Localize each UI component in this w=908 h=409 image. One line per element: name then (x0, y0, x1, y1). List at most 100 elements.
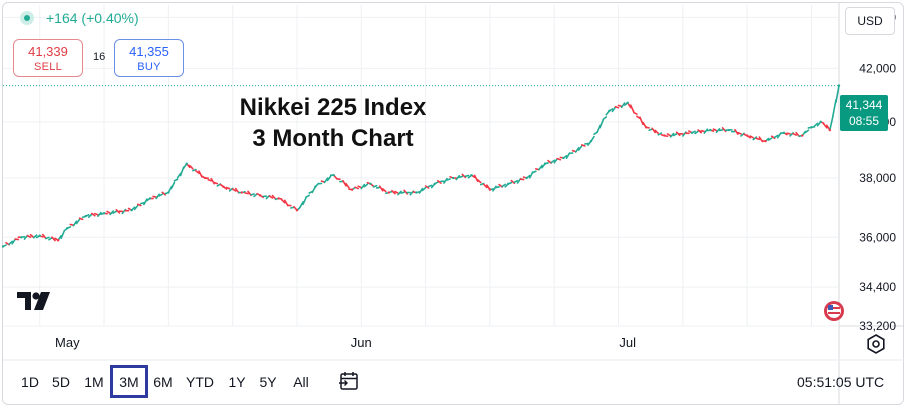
price-segment (421, 186, 427, 192)
timeframe-1m[interactable]: 1M (84, 374, 104, 390)
price-segment (192, 168, 197, 172)
price-point (745, 134, 749, 137)
price-segment (565, 152, 571, 160)
price-segment (538, 164, 543, 171)
quote-header: +164 (+0.40%) (20, 10, 139, 26)
price-segment (48, 237, 53, 241)
price-segment (26, 234, 32, 238)
timeframe-3m[interactable]: 3M (110, 365, 148, 398)
price-segment (133, 204, 139, 211)
price-segment (577, 145, 583, 151)
price-point (102, 211, 106, 215)
price-segment (109, 210, 115, 216)
price-segment (45, 236, 50, 240)
timeframe-5d[interactable]: 5D (52, 374, 70, 390)
y-tick-label: 36,000 (859, 230, 896, 244)
price-segment (633, 111, 638, 115)
price-segment (372, 184, 378, 188)
price-segment (427, 184, 433, 188)
price-segment (767, 137, 773, 141)
price-segment (458, 175, 464, 179)
y-tick-label: 38,000 (859, 171, 896, 185)
price-segment (87, 213, 93, 219)
price-segment (326, 175, 332, 182)
price-segment (822, 123, 828, 129)
timeframe-all[interactable]: All (293, 374, 309, 390)
price-segment (345, 182, 350, 189)
buy-button[interactable]: 41,355 BUY (114, 39, 184, 77)
price-segment (161, 191, 167, 196)
price-segment (207, 178, 213, 182)
price-segment (620, 102, 626, 109)
price-point (810, 126, 813, 129)
price-segment (675, 131, 681, 137)
price-segment (394, 190, 399, 194)
price-point (84, 214, 87, 218)
time-axis: May Jun Jul (55, 335, 636, 350)
price-segment (244, 192, 249, 195)
price-segment (648, 128, 654, 132)
price-segment (11, 238, 17, 245)
timeframe-ytd[interactable]: YTD (186, 374, 214, 390)
price-point (56, 239, 60, 242)
price-point (433, 182, 436, 186)
timeframe-1y[interactable]: 1Y (228, 374, 246, 390)
settings-gear-icon[interactable] (866, 334, 886, 354)
price-point (626, 101, 629, 105)
price-point (470, 173, 473, 177)
price-segment (378, 185, 384, 192)
price-segment (78, 217, 84, 221)
tradingview-logo-icon[interactable] (17, 292, 53, 310)
price-segment (188, 164, 194, 170)
price-segment (553, 157, 559, 164)
sell-button[interactable]: 41,339 SELL (13, 39, 83, 77)
price-point (130, 209, 133, 212)
price-segment (397, 190, 402, 196)
y-tick-label: 33,200 (859, 319, 896, 333)
price-segment (752, 136, 758, 141)
price-segment (666, 133, 672, 137)
timeframe-6m[interactable]: 6M (153, 374, 173, 390)
price-segment (596, 124, 601, 134)
last-price-value: 41,344 (845, 98, 883, 112)
price-segment (712, 128, 718, 132)
price-point (488, 188, 492, 191)
price-segment (813, 122, 819, 127)
price-segment (734, 128, 739, 135)
flag-icon[interactable] (823, 300, 845, 322)
timeframe-5y[interactable]: 5Y (259, 374, 277, 390)
price-segment (476, 179, 482, 184)
price-point (387, 191, 391, 194)
price-point (644, 126, 648, 129)
currency-selector[interactable]: USD (845, 7, 895, 35)
buy-label: BUY (137, 61, 161, 73)
price-segment (8, 240, 13, 245)
price-point (277, 197, 280, 200)
price-segment (225, 186, 231, 190)
price-point (562, 156, 565, 160)
price-segment (97, 211, 102, 218)
status-dot-icon (20, 11, 34, 25)
price-segment (69, 223, 75, 227)
price-segment (290, 206, 295, 209)
price-segment (639, 116, 644, 126)
timeframe-bar: 1D 5D 1M 3M 6M YTD 1Y 5Y All 05:51:05 UT… (0, 360, 904, 404)
price-point (837, 84, 841, 87)
price-segment (155, 193, 160, 200)
price-point (20, 236, 23, 239)
price-segment (669, 132, 675, 138)
buy-price: 41,355 (129, 44, 169, 59)
price-point (222, 185, 225, 188)
price-segment (531, 170, 537, 174)
price-segment (381, 188, 387, 193)
price-segment (170, 181, 176, 190)
price-point (709, 128, 712, 132)
timeframe-1d[interactable]: 1D (21, 374, 39, 390)
calendar-compare-icon[interactable] (338, 370, 360, 392)
price-point (295, 209, 299, 212)
price-segment (749, 135, 755, 139)
price-point (240, 191, 244, 194)
price-axis: 33,20034,40036,00038,00040,00042,00044,0… (859, 10, 896, 333)
price-point (727, 128, 730, 132)
price-segment (672, 133, 678, 137)
